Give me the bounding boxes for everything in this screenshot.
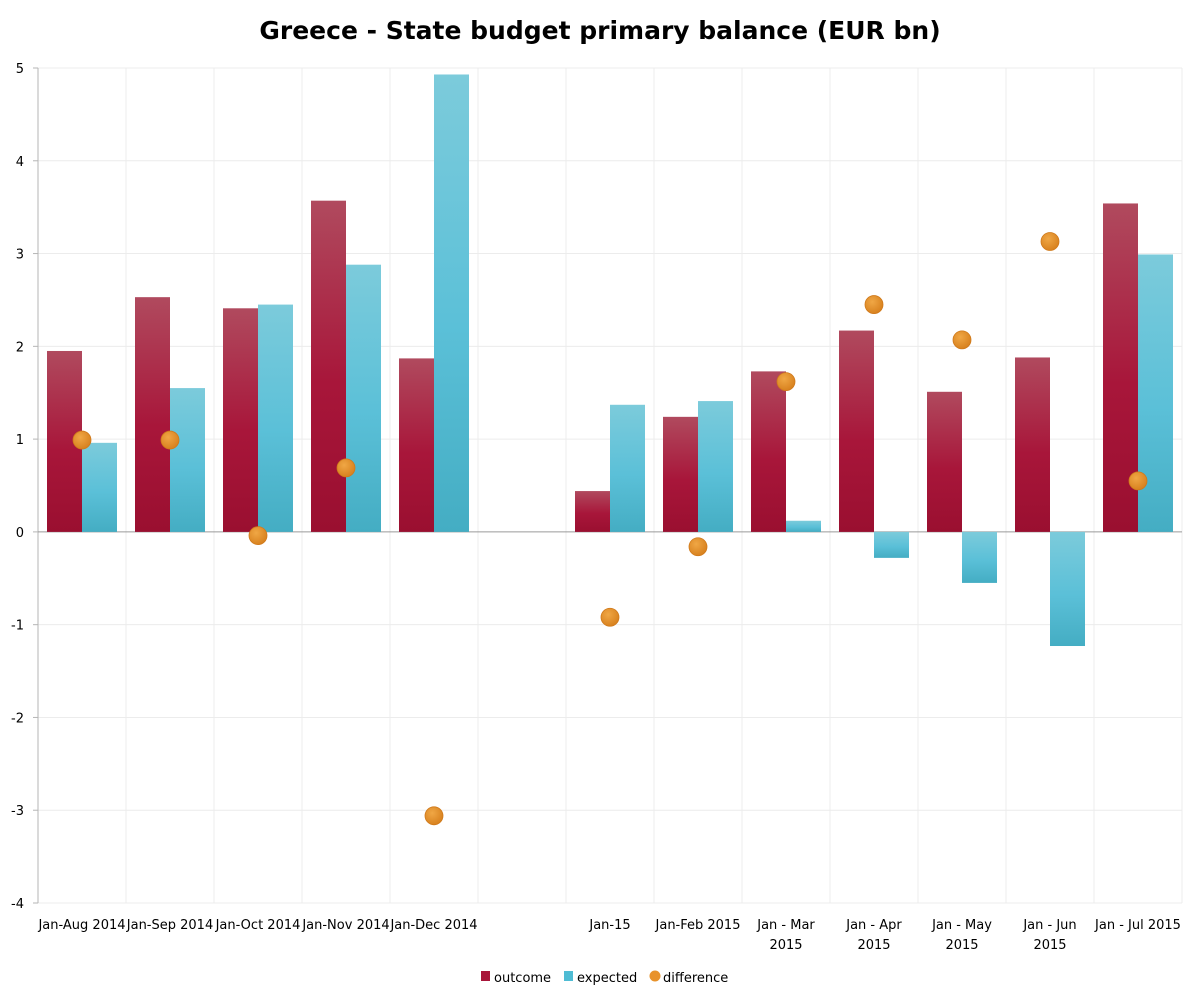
difference-markers [72, 232, 1148, 826]
bar-expected [1138, 254, 1173, 532]
marker-difference [160, 430, 180, 450]
y-tick-label: 3 [16, 248, 24, 263]
x-tick-label: Jan - Jun [1022, 918, 1076, 933]
legend: outcome expected difference [481, 970, 728, 986]
marker-difference [248, 526, 268, 545]
x-tick-label: Jan - Apr [845, 918, 902, 933]
y-tick-label: -4 [11, 897, 24, 912]
y-tick-label: -3 [11, 804, 24, 819]
bar-expected [434, 74, 469, 532]
bar-outcome [927, 391, 962, 532]
legend-label-outcome: outcome [494, 971, 551, 986]
bar-outcome [1015, 357, 1050, 532]
x-tick-label: Jan-15 [588, 918, 630, 933]
marker-difference [336, 458, 356, 478]
legend-label-difference: difference [663, 971, 728, 986]
bar-expected [346, 264, 381, 532]
marker-difference [72, 430, 92, 450]
legend-swatch-outcome [481, 971, 490, 981]
bar-outcome [135, 297, 170, 532]
x-tick-label: 2015 [857, 938, 890, 953]
x-tick-label: Jan - Mar [756, 918, 815, 933]
bar-expected [1050, 531, 1085, 647]
bar-expected [82, 442, 117, 532]
bar-outcome [399, 358, 434, 532]
bar-expected [698, 401, 733, 532]
marker-difference [424, 806, 444, 826]
bar-expected [786, 520, 821, 532]
bar-expected [874, 531, 909, 558]
marker-difference [600, 607, 620, 627]
legend-swatch-difference [649, 970, 661, 982]
y-tick-label: 4 [16, 155, 24, 170]
x-tick-label: Jan - May [931, 918, 992, 933]
bar-outcome [575, 491, 610, 532]
bar-outcome [311, 200, 346, 532]
bar-expected [610, 404, 645, 532]
legend-swatch-expected [564, 971, 573, 981]
x-tick-label: Jan-Sep 2014 [126, 918, 213, 933]
marker-difference [952, 330, 972, 350]
bar-outcome [839, 330, 874, 532]
x-tick-label: Jan-Nov 2014 [301, 918, 389, 933]
y-tick-label: 2 [16, 340, 24, 355]
y-tick-label: -2 [11, 711, 24, 726]
bar-outcome [223, 308, 258, 532]
bar-expected [170, 388, 205, 532]
x-tick-label: Jan-Dec 2014 [389, 918, 477, 933]
marker-difference [1040, 232, 1060, 251]
legend-label-expected: expected [577, 971, 637, 986]
x-tick-label: 2015 [945, 938, 978, 953]
x-tick-labels: Jan-Aug 2014 Jan-Sep 2014 Jan-Oct 2014 Jan-… [37, 918, 1180, 953]
y-tick-labels: 5 4 3 2 1 0 -1 -2 -3 -4 [11, 62, 24, 912]
bar-expected [962, 531, 997, 583]
x-tick-label: Jan-Oct 2014 [215, 918, 301, 933]
x-tick-label: 2015 [1033, 938, 1066, 953]
y-tick-label: 0 [16, 526, 24, 541]
marker-difference [688, 537, 708, 557]
x-tick-label: Jan - Jul 2015 [1094, 918, 1181, 933]
y-tick-label: 1 [16, 433, 24, 448]
x-tick-label: 2015 [769, 938, 802, 953]
chart-title: Greece - State budget primary balance (E… [259, 16, 940, 45]
marker-difference [776, 372, 796, 391]
x-tick-label: Jan-Aug 2014 [37, 918, 125, 933]
y-tick-label: 5 [16, 62, 24, 77]
bars [47, 74, 1173, 647]
marker-difference [864, 295, 884, 314]
bar-outcome [663, 416, 698, 532]
x-tick-label: Jan-Feb 2015 [655, 918, 741, 933]
axes [33, 67, 1182, 904]
marker-difference [1128, 471, 1148, 491]
bar-expected [258, 304, 293, 532]
y-tick-label: -1 [11, 619, 24, 634]
bar-outcome [751, 371, 786, 532]
